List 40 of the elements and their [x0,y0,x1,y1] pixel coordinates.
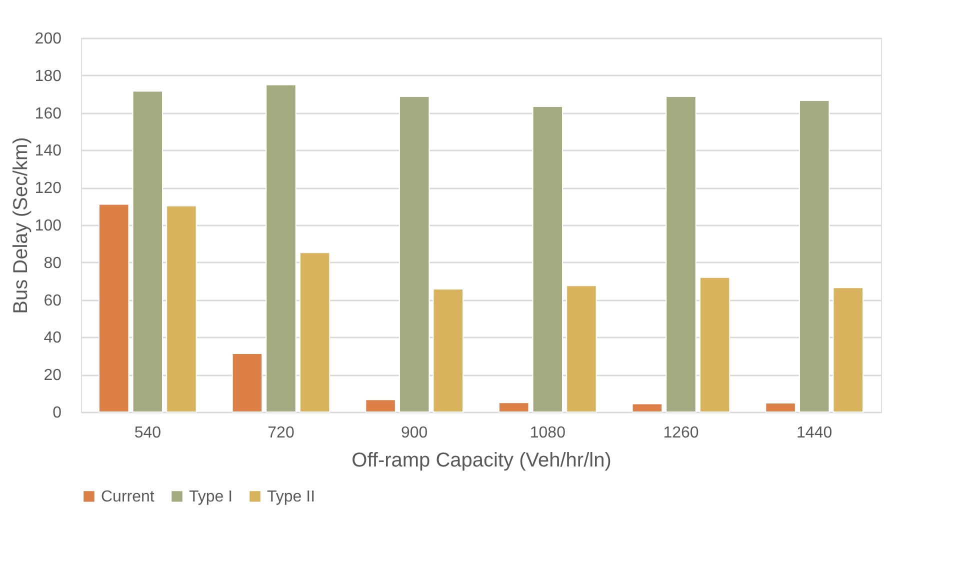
y-tick-label: 120 [34,180,62,198]
bar [166,205,197,412]
y-tick-label: 60 [44,292,62,310]
y-tick-label: 180 [34,68,62,85]
x-tick-label: 1440 [796,424,832,442]
y-tick-label: 40 [44,330,62,347]
x-tick-label: 1260 [663,424,699,442]
bar [699,276,730,412]
bar [299,252,330,412]
y-tick-label: 200 [34,30,62,48]
bar [432,288,464,412]
bar [566,285,597,412]
bar [666,96,696,412]
bar [232,352,263,412]
x-tick-label: 720 [268,424,294,442]
y-tick-label: 100 [34,218,62,234]
legend-label: Type I [189,488,233,506]
bar [532,106,564,412]
bar [832,287,864,412]
y-tick-label: 140 [34,142,62,160]
bar [798,100,830,412]
bar [98,204,130,412]
y-tick-label: 0 [52,404,62,422]
legend-label: Type II [267,488,316,506]
x-tick-label: 900 [400,424,428,442]
y-tick-label: 20 [44,367,62,384]
bar [632,403,663,412]
x-tick-label: 1080 [530,424,566,442]
bar [765,402,796,412]
legend-label: Current [101,488,155,506]
bar [498,402,530,412]
x-tick-label: 540 [134,424,162,442]
y-axis-title: Bus Delay (Sec/km) [10,137,32,314]
y-tick-label: 80 [44,254,62,272]
y-tick-label: 160 [34,105,62,122]
bar [132,90,164,412]
bar [398,96,430,412]
bar [365,399,396,412]
bar [266,84,296,412]
x-axis-title: Off-ramp Capacity (Veh/hr/ln) [352,450,612,472]
